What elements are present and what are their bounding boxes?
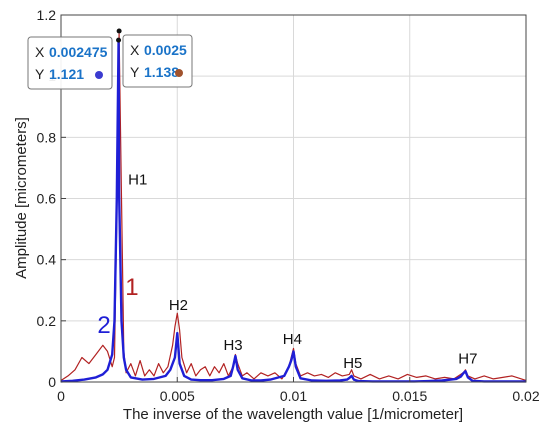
annotation-layer: 12 H1 H2 H3 H4 H5 H7	[97, 172, 477, 372]
datatip-anchor-dot[interactable]	[116, 28, 122, 34]
y-tick-label: 0.6	[37, 191, 57, 207]
datatip-marker-icon	[95, 71, 103, 79]
y-tick-label: 0.2	[37, 313, 57, 329]
datatip-marker-icon	[175, 69, 183, 77]
x-tick-label: 0.02	[512, 388, 539, 404]
datatip-x-key: X	[130, 42, 140, 58]
series-layer	[60, 33, 527, 383]
harmonic-label-h1: H1	[128, 172, 147, 189]
datatip-y-value: 1.121	[49, 66, 84, 82]
datatip-box	[27, 36, 113, 90]
x-tick-label: 0.015	[392, 388, 427, 404]
datatip-anchor-dot[interactable]	[116, 37, 122, 43]
datatip-x-key: X	[35, 44, 45, 60]
datatip-y-key: Y	[130, 64, 140, 80]
series-label-1: 1	[125, 274, 138, 301]
y-axis-ticks: 00.20.40.60.811.2	[37, 7, 66, 390]
datatip-y-key: Y	[35, 66, 45, 82]
series-label-2: 2	[97, 312, 110, 339]
datatip-box	[122, 34, 193, 88]
harmonic-label-h4: H4	[283, 331, 302, 348]
y-tick-label: 0	[48, 374, 56, 390]
x-tick-label: 0.01	[280, 388, 307, 404]
datatip-x-value: 0.0025	[144, 42, 187, 58]
harmonic-label-h7: H7	[458, 351, 477, 368]
x-tick-label: 0	[57, 388, 65, 404]
x-axis-ticks: 0 0.005 0.01 0.015 0.02	[57, 377, 540, 404]
y-axis-label: Amplitude [micrometers]	[13, 117, 30, 279]
harmonic-label-h3: H3	[223, 337, 242, 354]
x-axis-label: The inverse of the wavelength value [1/m…	[123, 406, 463, 423]
y-tick-label: 0.4	[37, 252, 57, 268]
datatip-y-value: 1.138	[144, 64, 179, 80]
y-tick-label: 1.2	[37, 7, 57, 23]
datatip-x-value: 0.002475	[49, 44, 108, 60]
series-2-line	[60, 38, 526, 383]
x-tick-label: 0.005	[160, 388, 195, 404]
y-tick-label: 0.8	[37, 129, 57, 145]
harmonic-label-h5: H5	[343, 355, 362, 372]
harmonic-label-h2: H2	[169, 297, 188, 314]
grid	[60, 14, 527, 383]
